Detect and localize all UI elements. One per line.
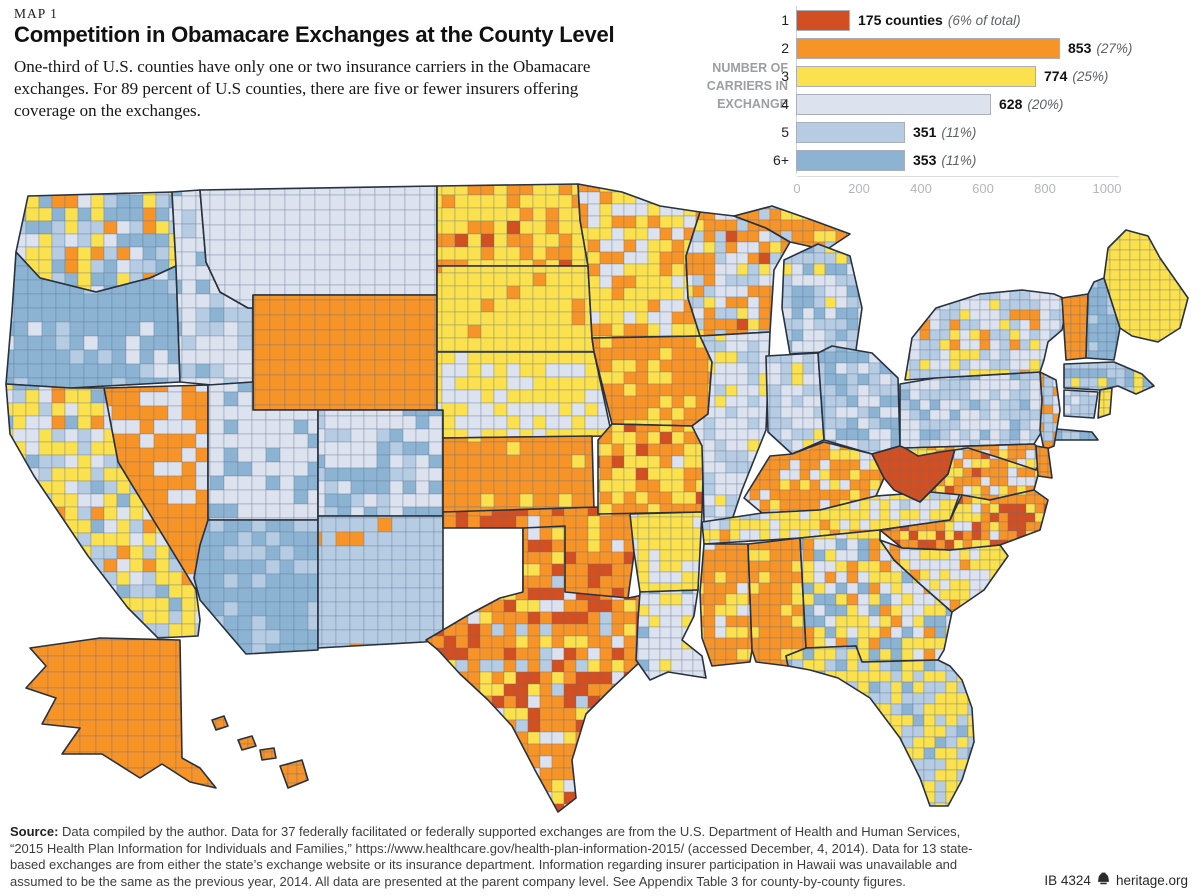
intro-text: One-third of U.S. counties have only one… (14, 57, 591, 121)
state-border-florida (785, 645, 975, 807)
legend-percent-label: (27%) (1096, 40, 1133, 56)
state-wyoming (253, 295, 437, 410)
legend-percent-label: (6% of total) (947, 12, 1021, 28)
state-nebraska (437, 352, 612, 438)
state-florida (786, 646, 974, 806)
legend-category-label: 1 (781, 12, 789, 28)
state-border-hawaii-oahu (237, 735, 257, 751)
legend-bar-5 (796, 121, 905, 143)
state-border-delaware (1035, 445, 1053, 479)
heritage-bell-icon (1097, 872, 1110, 888)
legend-row-3: 3 774 (25%) (781, 62, 1132, 90)
legend-bar-3 (796, 65, 1036, 87)
state-border-hawaii-big-island (279, 759, 309, 789)
legend-axis: 0 200 400 600 800 1000 (793, 176, 1122, 201)
state-south-dakota (437, 266, 594, 352)
legend-percent-label: (20%) (1027, 96, 1064, 112)
legend-row-6+: 6+ 353 (11%) (773, 146, 1132, 174)
legend-count-label: 774 (1044, 68, 1068, 84)
site-link[interactable]: heritage.org (1115, 872, 1188, 888)
map-kicker: MAP 1 (14, 6, 58, 21)
state-border-alaska (25, 637, 217, 789)
state-border-hawaii-kauai (211, 715, 229, 731)
legend-axis-tick: 1000 (1092, 181, 1122, 196)
legend-category-label: 2 (781, 40, 789, 56)
state-border-california (5, 383, 201, 639)
state-border-connecticut (1063, 389, 1099, 419)
legend-axis-tick: 400 (910, 181, 932, 196)
state-border-wisconsin (685, 211, 791, 337)
source-note: Source: Data compiled by the author. Dat… (10, 824, 995, 890)
state-alaska (26, 638, 216, 788)
legend-axis-title: NUMBER OF CARRIERS IN EXCHANGE (706, 61, 788, 111)
state-hawaii-kauai (212, 716, 228, 730)
report-id: IB 4324 (1044, 872, 1091, 888)
page-title: Competition in Obamacare Exchanges at th… (14, 22, 615, 47)
legend-percent-label: (11%) (941, 152, 977, 168)
legend-bar-4 (796, 93, 991, 115)
state-kansas (443, 436, 594, 512)
carriers-legend: NUMBER OF CARRIERS IN EXCHANGE 1 175 coun… (676, 6, 1192, 206)
legend-category-label: 5 (781, 124, 789, 140)
legend-row-4: 4 628 (20%) (781, 90, 1132, 118)
state-border-michigan (781, 243, 863, 355)
state-colorado (318, 410, 443, 516)
legend-row-2: 2 853 (27%) (781, 34, 1133, 62)
state-north-dakota (437, 184, 588, 266)
state-border-hawaii-maui (259, 747, 277, 761)
legend-category-label: 6+ (773, 152, 789, 168)
legend-bar-1 (796, 9, 850, 31)
legend-bars: 1 175 counties (6% of total) 2 853 (27%) 3 774(… (773, 6, 1133, 174)
legend-axis-tick: 200 (848, 181, 870, 196)
legend-bar-6+ (796, 149, 905, 171)
state-missouri (598, 424, 704, 514)
legend-bar-2 (796, 37, 1060, 59)
state-new-york (905, 290, 1068, 380)
state-border-michigan-upper-peninsula (733, 205, 851, 251)
legend-count-label: 353 (913, 152, 937, 168)
source-text: Data compiled by the author. Data for 37… (10, 824, 973, 889)
legend-percent-label: (11%) (941, 124, 977, 140)
legend-count-label: 853 (1068, 40, 1092, 56)
legend-axis-tick: 600 (972, 181, 994, 196)
legend-category-label: 4 (781, 96, 789, 112)
state-border-vermont (1061, 293, 1089, 361)
legend-axis-tick: 800 (1034, 181, 1056, 196)
state-border-new-jersey (1039, 371, 1061, 451)
state-indiana (766, 353, 824, 454)
state-new-mexico (318, 516, 443, 648)
legend-count-label: 351 (913, 124, 937, 140)
legend-count-label: 628 (999, 96, 1023, 112)
state-pennsylvania (900, 372, 1044, 448)
state-connecticut (1064, 390, 1098, 418)
state-arizona (194, 520, 318, 654)
state-border-texas (425, 525, 653, 813)
legend-row-5: 5 351 (11%) (781, 118, 1132, 146)
legend-axis-tick: 0 (793, 181, 801, 196)
state-minnesota (578, 184, 700, 338)
footer-branding: IB 4324 heritage.org (1044, 872, 1188, 888)
state-border-rhode-island (1097, 387, 1113, 419)
state-border-indiana (765, 352, 825, 455)
state-border-ohio (817, 345, 901, 455)
legend-row-1: 1 175 counties (6% of total) (781, 6, 1132, 34)
state-michigan (782, 244, 862, 354)
state-border-oregon (5, 251, 181, 389)
state-border-maine (1103, 229, 1189, 343)
state-border-massachusetts (1063, 361, 1155, 395)
state-border-north-carolina (879, 489, 1049, 551)
legend-category-label: 3 (781, 68, 789, 84)
source-label: Source: (10, 824, 59, 839)
legend-percent-label: (25%) (1072, 68, 1109, 84)
state-border-louisiana (635, 589, 707, 681)
legend-count-label: 175 counties (858, 12, 943, 28)
